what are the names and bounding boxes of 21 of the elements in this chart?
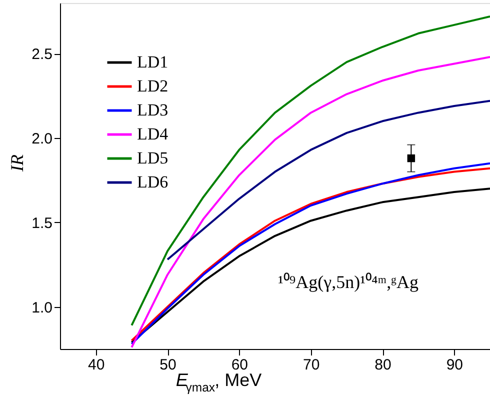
x-tick-label: 90 — [446, 356, 464, 374]
y-tick-label: 2.5 — [32, 46, 52, 64]
y-tick-label: 2.0 — [32, 130, 52, 148]
legend-label: LD6 — [137, 172, 168, 192]
legend-label: LD3 — [137, 100, 168, 120]
x-tick-label: 70 — [302, 356, 320, 374]
line-series — [166, 100, 490, 261]
annotation: ¹⁰⁹Ag(γ,5n)¹⁰⁴ᵐ,ᵍAg — [278, 272, 418, 292]
legend-label: LD1 — [137, 52, 168, 72]
y-tick-label: 1.5 — [32, 214, 52, 232]
legend-label: LD4 — [137, 124, 169, 144]
legend-label: LD2 — [137, 76, 168, 96]
legend-label: LD5 — [137, 148, 168, 168]
x-tick-label: 50 — [160, 356, 176, 374]
y-tick-label: 1.0 — [32, 299, 52, 316]
x-tick-label: 80 — [374, 356, 392, 374]
x-tick-label: 60 — [231, 356, 248, 374]
y-axis-title: IR — [7, 154, 27, 172]
line-series — [130, 56, 490, 348]
line-series — [130, 16, 490, 326]
x-tick-label: 40 — [88, 356, 105, 374]
